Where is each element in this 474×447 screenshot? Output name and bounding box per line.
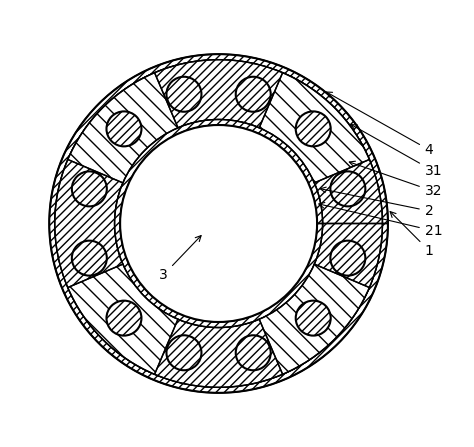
Circle shape (166, 77, 201, 112)
Circle shape (72, 240, 107, 276)
Circle shape (72, 171, 107, 207)
Circle shape (236, 77, 271, 112)
Wedge shape (68, 73, 178, 183)
Circle shape (166, 335, 201, 370)
Text: 2: 2 (320, 187, 434, 218)
Wedge shape (259, 264, 369, 374)
Circle shape (330, 240, 365, 276)
Circle shape (107, 301, 141, 336)
Circle shape (236, 335, 271, 370)
Text: 32: 32 (349, 161, 442, 198)
Circle shape (166, 335, 201, 370)
Polygon shape (115, 119, 323, 328)
Circle shape (330, 171, 365, 207)
Circle shape (166, 77, 201, 112)
Polygon shape (55, 60, 383, 387)
Circle shape (72, 171, 107, 207)
Circle shape (107, 111, 141, 146)
Circle shape (296, 301, 331, 336)
Text: 3: 3 (159, 236, 201, 282)
Text: 4: 4 (327, 92, 434, 157)
Circle shape (330, 240, 365, 276)
Circle shape (120, 125, 317, 322)
Circle shape (107, 301, 141, 336)
Polygon shape (49, 54, 388, 393)
Wedge shape (259, 73, 369, 183)
Circle shape (107, 111, 141, 146)
Circle shape (330, 171, 365, 207)
Circle shape (72, 240, 107, 276)
Circle shape (296, 301, 331, 336)
Wedge shape (68, 264, 178, 374)
Text: 1: 1 (390, 211, 434, 258)
Circle shape (296, 111, 331, 146)
Text: 31: 31 (351, 125, 442, 178)
Circle shape (236, 77, 271, 112)
Text: 21: 21 (319, 202, 442, 238)
Circle shape (236, 335, 271, 370)
Circle shape (296, 111, 331, 146)
